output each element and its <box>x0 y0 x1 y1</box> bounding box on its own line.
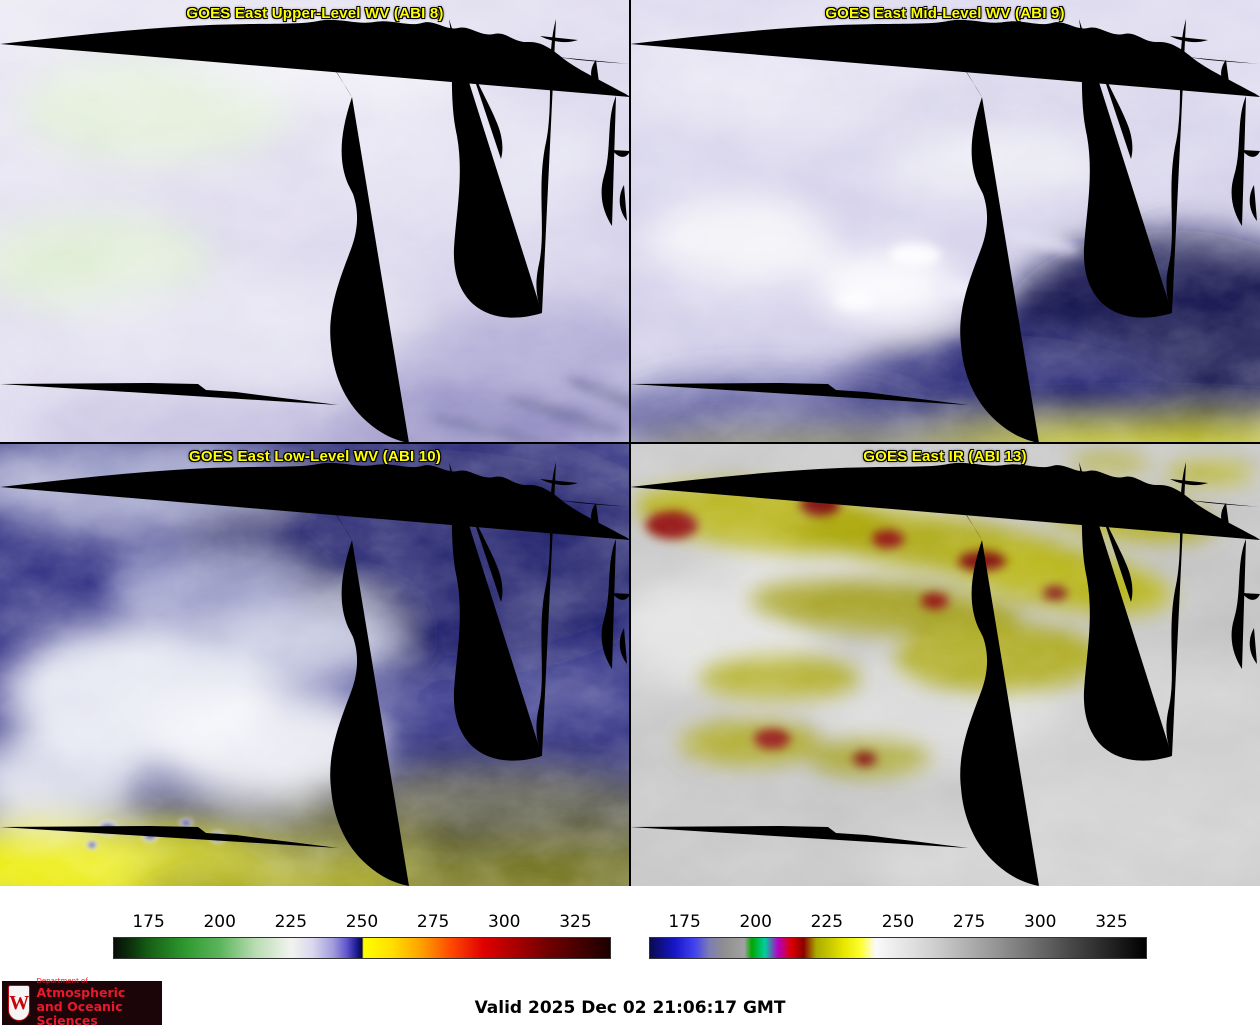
uw-aos-logo: W Department of Atmospheric and Oceanic … <box>2 977 162 1028</box>
uw-crest-monogram: W <box>9 991 30 1014</box>
colorbar-tick-label: 250 <box>345 912 379 932</box>
colorbar-tick-label: 275 <box>952 912 986 932</box>
panel-title-mid-wv: GOES East Mid-Level WV (ABI 9) <box>825 5 1065 22</box>
colorbar-tick-label: 325 <box>1095 912 1128 932</box>
colorbar-tick-label: 275 <box>416 912 450 932</box>
colorbar-tick-label: 200 <box>203 912 236 932</box>
colorbar-tick-label: 175 <box>668 912 701 932</box>
wv-colorbar: 175 200 225 250 275 300 325 <box>113 912 611 959</box>
uw-crest-icon: W <box>8 985 31 1021</box>
colorbar-footer: 175 200 225 250 275 300 325 175 200 225 250 275 300… <box>0 886 1260 1027</box>
panel-low-level-wv: GOES East Low-Level WV (ABI 10) <box>0 443 630 886</box>
logo-dept-line1: Atmospheric <box>36 984 126 1000</box>
colorbar-tick-label: 225 <box>810 912 844 932</box>
colorbar-tick-label: 300 <box>1024 912 1057 932</box>
state-boundary-overlay <box>630 19 1260 443</box>
colorbar-tick-label: 250 <box>881 912 915 932</box>
colorbar-tick-label: 225 <box>274 912 308 932</box>
state-boundary-overlay <box>0 462 630 886</box>
panel-title-low-wv: GOES East Low-Level WV (ABI 10) <box>188 448 442 465</box>
colorbar-tick-label: 175 <box>132 912 165 932</box>
colorbar-tick-label: 325 <box>559 912 592 932</box>
colorbar-tick-label: 300 <box>488 912 521 932</box>
wv-colorbar-gradient <box>113 937 611 959</box>
panel-title-ir: GOES East IR (ABI 13) <box>863 448 1027 465</box>
ir-colorbar: 175 200 225 250 275 300 325 <box>649 912 1147 959</box>
panel-upper-level-wv: GOES East Upper-Level WV (ABI 8) <box>0 0 630 443</box>
logo-dept-prefix: Department of <box>36 977 88 986</box>
logo-dept-line2: and Oceanic Sciences <box>36 998 123 1028</box>
wv-colorbar-ticks: 175 200 225 250 275 300 325 <box>113 912 611 934</box>
uw-aos-logo-text: Department of Atmospheric and Oceanic Sc… <box>36 977 156 1028</box>
colorbar-tick-label: 200 <box>739 912 772 932</box>
imagery-grid: GOES East Upper-Level WV (ABI 8) <box>0 0 1260 886</box>
panel-ir: GOES East IR (ABI 13) <box>630 443 1260 886</box>
state-boundary-overlay <box>0 19 630 443</box>
panel-mid-level-wv: GOES East Mid-Level WV (ABI 9) <box>630 0 1260 443</box>
state-boundary-overlay <box>630 462 1260 886</box>
valid-time-label: Valid 2025 Dec 02 21:06:17 GMT <box>474 998 786 1018</box>
ir-colorbar-gradient <box>649 937 1147 959</box>
ir-colorbar-ticks: 175 200 225 250 275 300 325 <box>649 912 1147 934</box>
panel-title-upper-wv: GOES East Upper-Level WV (ABI 8) <box>186 5 444 22</box>
quadrant-divider-horizontal <box>0 442 1260 444</box>
